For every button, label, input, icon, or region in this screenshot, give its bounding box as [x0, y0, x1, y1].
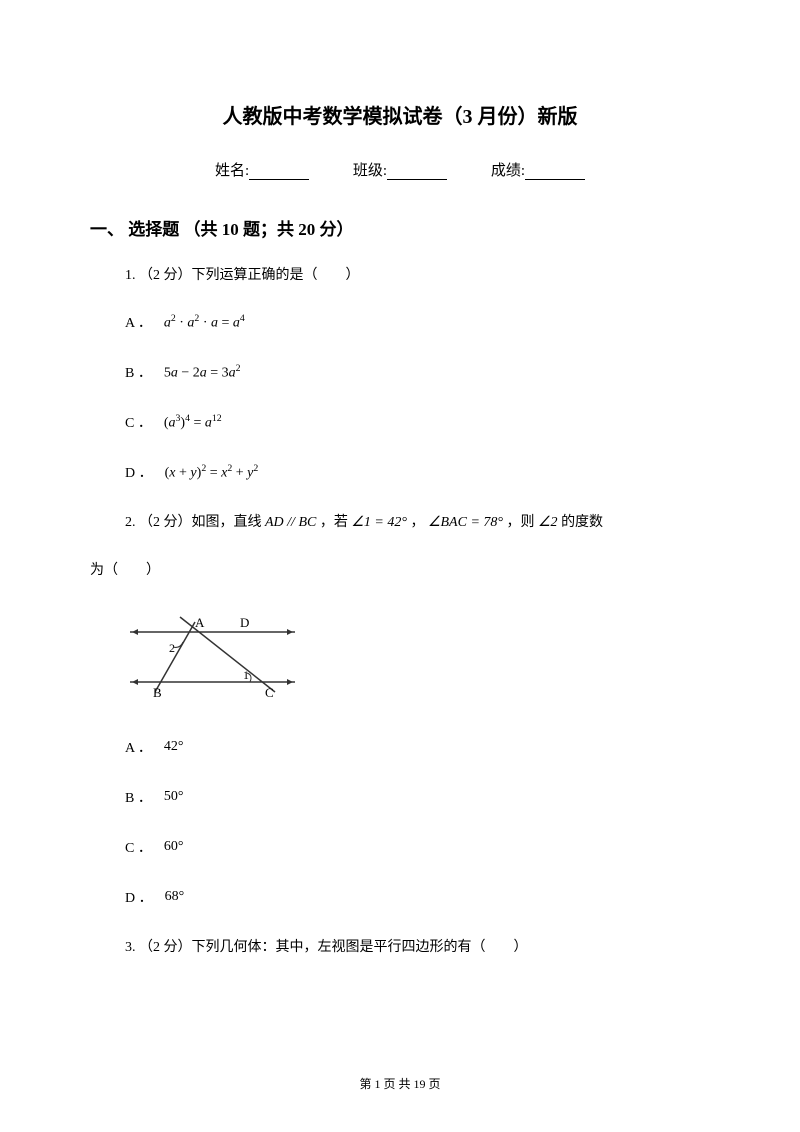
- class-underline: [387, 164, 447, 180]
- q2-bac: ∠BAC = 78°: [428, 515, 503, 530]
- page-footer: 第 1 页 共 19 页: [0, 1075, 800, 1092]
- section-header: 一、 选择题 （共 10 题；共 20 分）: [90, 215, 710, 240]
- q1-optB-formula: 5a − 2a = 3a2: [164, 363, 241, 382]
- name-field: 姓名:: [215, 159, 309, 180]
- q2-optB-val: 50°: [164, 789, 184, 805]
- diagram-label-C: C: [265, 685, 274, 700]
- q1-option-c: C ． (a3)4 = a12: [125, 412, 710, 432]
- q1-optC-formula: (a3)4 = a12: [164, 413, 222, 432]
- score-field: 成绩:: [491, 159, 585, 180]
- score-underline: [525, 164, 585, 180]
- diagram-label-B: B: [153, 685, 162, 700]
- student-info-row: 姓名: 班级: 成绩:: [90, 159, 710, 180]
- question-2-line2: 为（ ）: [90, 560, 710, 582]
- q1-optB-label: B ．: [125, 362, 152, 382]
- q2-diagram: A D B C 2 1: [125, 607, 710, 712]
- q1-optC-label: C ．: [125, 412, 152, 432]
- q2-option-a: A ． 42°: [125, 737, 710, 757]
- q1-option-b: B ． 5a − 2a = 3a2: [125, 362, 710, 382]
- q2-optB-label: B ．: [125, 787, 152, 807]
- q1-option-d: D ． (x + y)2 = x2 + y2: [125, 462, 710, 482]
- q1-optD-formula: (x + y)2 = x2 + y2: [165, 463, 259, 482]
- q1-option-a: A ． a2 · a2 · a = a4: [125, 312, 710, 332]
- q2-optC-val: 60°: [164, 839, 184, 855]
- diagram-label-A: A: [195, 615, 205, 630]
- q2-angle1: ∠1 = 42°: [351, 515, 407, 530]
- exam-title: 人教版中考数学模拟试卷（3 月份）新版: [90, 100, 710, 129]
- q2-p5: 的度数: [558, 515, 604, 530]
- question-3: 3. （2 分）下列几何体：其中，左视图是平行四边形的有（ ）: [125, 937, 710, 959]
- q2-p2: ，若: [316, 515, 351, 530]
- name-label: 姓名:: [215, 163, 249, 179]
- diagram-label-D: D: [240, 615, 249, 630]
- q1-optA-label: A ．: [125, 312, 152, 332]
- q2-optD-val: 68°: [165, 889, 185, 905]
- q2-ad: AD // BC: [265, 515, 316, 530]
- class-label: 班级:: [353, 163, 387, 179]
- q2-option-d: D ． 68°: [125, 887, 710, 907]
- q2-angle2: ∠2: [538, 515, 558, 530]
- q2-p3: ，: [407, 515, 428, 530]
- class-field: 班级:: [353, 159, 447, 180]
- name-underline: [249, 164, 309, 180]
- q2-optA-label: A ．: [125, 737, 152, 757]
- diagram-label-1: 1: [243, 668, 249, 682]
- score-label: 成绩:: [491, 163, 525, 179]
- question-2: 2. （2 分）如图，直线 AD // BC ，若 ∠1 = 42° ， ∠BA…: [125, 512, 710, 534]
- question-1: 1. （2 分）下列运算正确的是（ ）: [125, 265, 710, 287]
- q2-optC-label: C ．: [125, 837, 152, 857]
- diagram-label-2: 2: [169, 641, 175, 655]
- q2-option-b: B ． 50°: [125, 787, 710, 807]
- q2-optA-val: 42°: [164, 739, 184, 755]
- q2-p4: ，则: [503, 515, 538, 530]
- q2-optD-label: D ．: [125, 887, 153, 907]
- q1-optA-formula: a2 · a2 · a = a4: [164, 313, 245, 332]
- q1-optD-label: D ．: [125, 462, 153, 482]
- q2-p1: 2. （2 分）如图，直线: [125, 515, 265, 530]
- q2-option-c: C ． 60°: [125, 837, 710, 857]
